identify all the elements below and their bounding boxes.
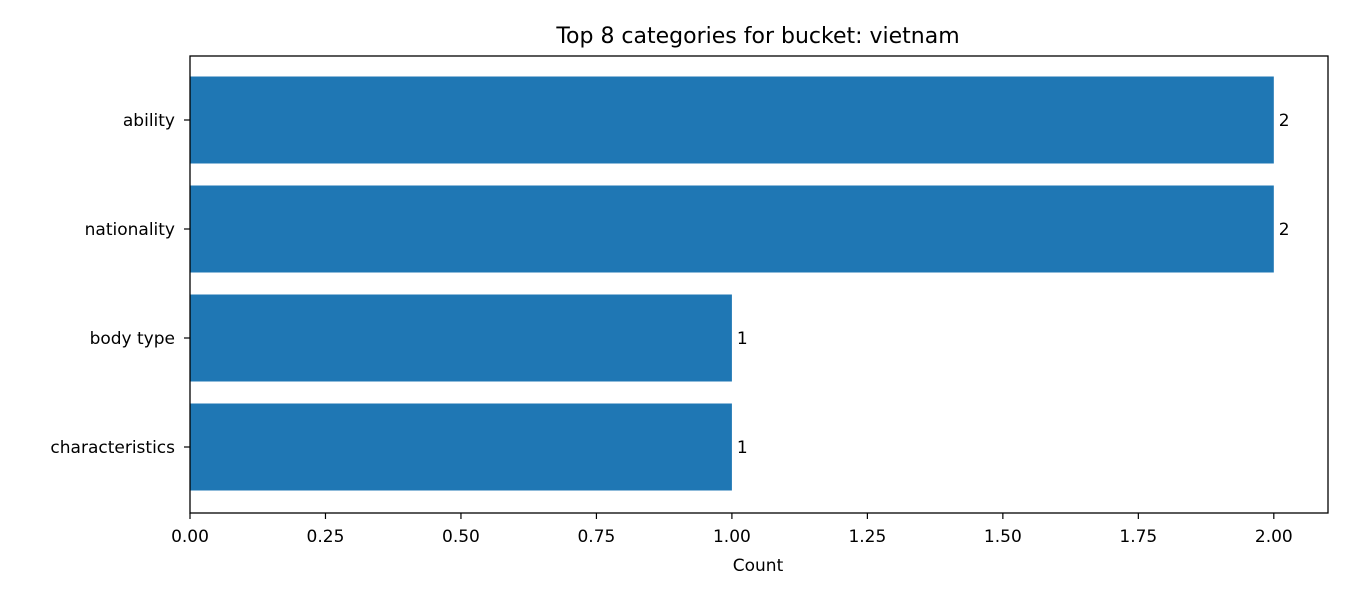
x-tick-label: 1.50	[984, 527, 1022, 547]
x-tick-label: 1.75	[1119, 527, 1157, 547]
plot-frame	[189, 55, 1329, 514]
y-tick-label: nationality	[85, 220, 175, 240]
bar-value-label: 2	[1279, 220, 1290, 240]
y-axis: ability nationality body type characteristi…	[50, 111, 190, 458]
bar	[190, 76, 1274, 164]
x-tick-label: 0.25	[307, 527, 345, 547]
x-tick-label: 0.75	[577, 527, 615, 547]
bar-value-label: 1	[737, 438, 748, 458]
bars	[190, 76, 1274, 491]
y-tick-label: ability	[123, 111, 175, 131]
bar	[190, 403, 732, 491]
bar	[190, 294, 732, 382]
bar-value-label: 2	[1279, 111, 1290, 131]
y-tick-label: characteristics	[50, 438, 175, 458]
chart-title: Top 8 categories for bucket: vietnam	[555, 24, 959, 49]
x-axis-label: Count	[733, 556, 784, 576]
x-tick-label: 0.50	[442, 527, 480, 547]
x-tick-label: 1.00	[713, 527, 751, 547]
bar	[190, 185, 1274, 273]
value-labels: 2 2 1 1	[737, 111, 1290, 458]
bar-value-label: 1	[737, 329, 748, 349]
x-tick-label: 0.00	[171, 527, 209, 547]
x-tick-label: 2.00	[1255, 527, 1293, 547]
x-tick-label: 1.25	[848, 527, 886, 547]
y-tick-label: body type	[90, 329, 175, 349]
x-axis: 0.00 0.25 0.50 0.75 1.00 1.25 1.50 1.75 2.00	[171, 513, 1293, 547]
